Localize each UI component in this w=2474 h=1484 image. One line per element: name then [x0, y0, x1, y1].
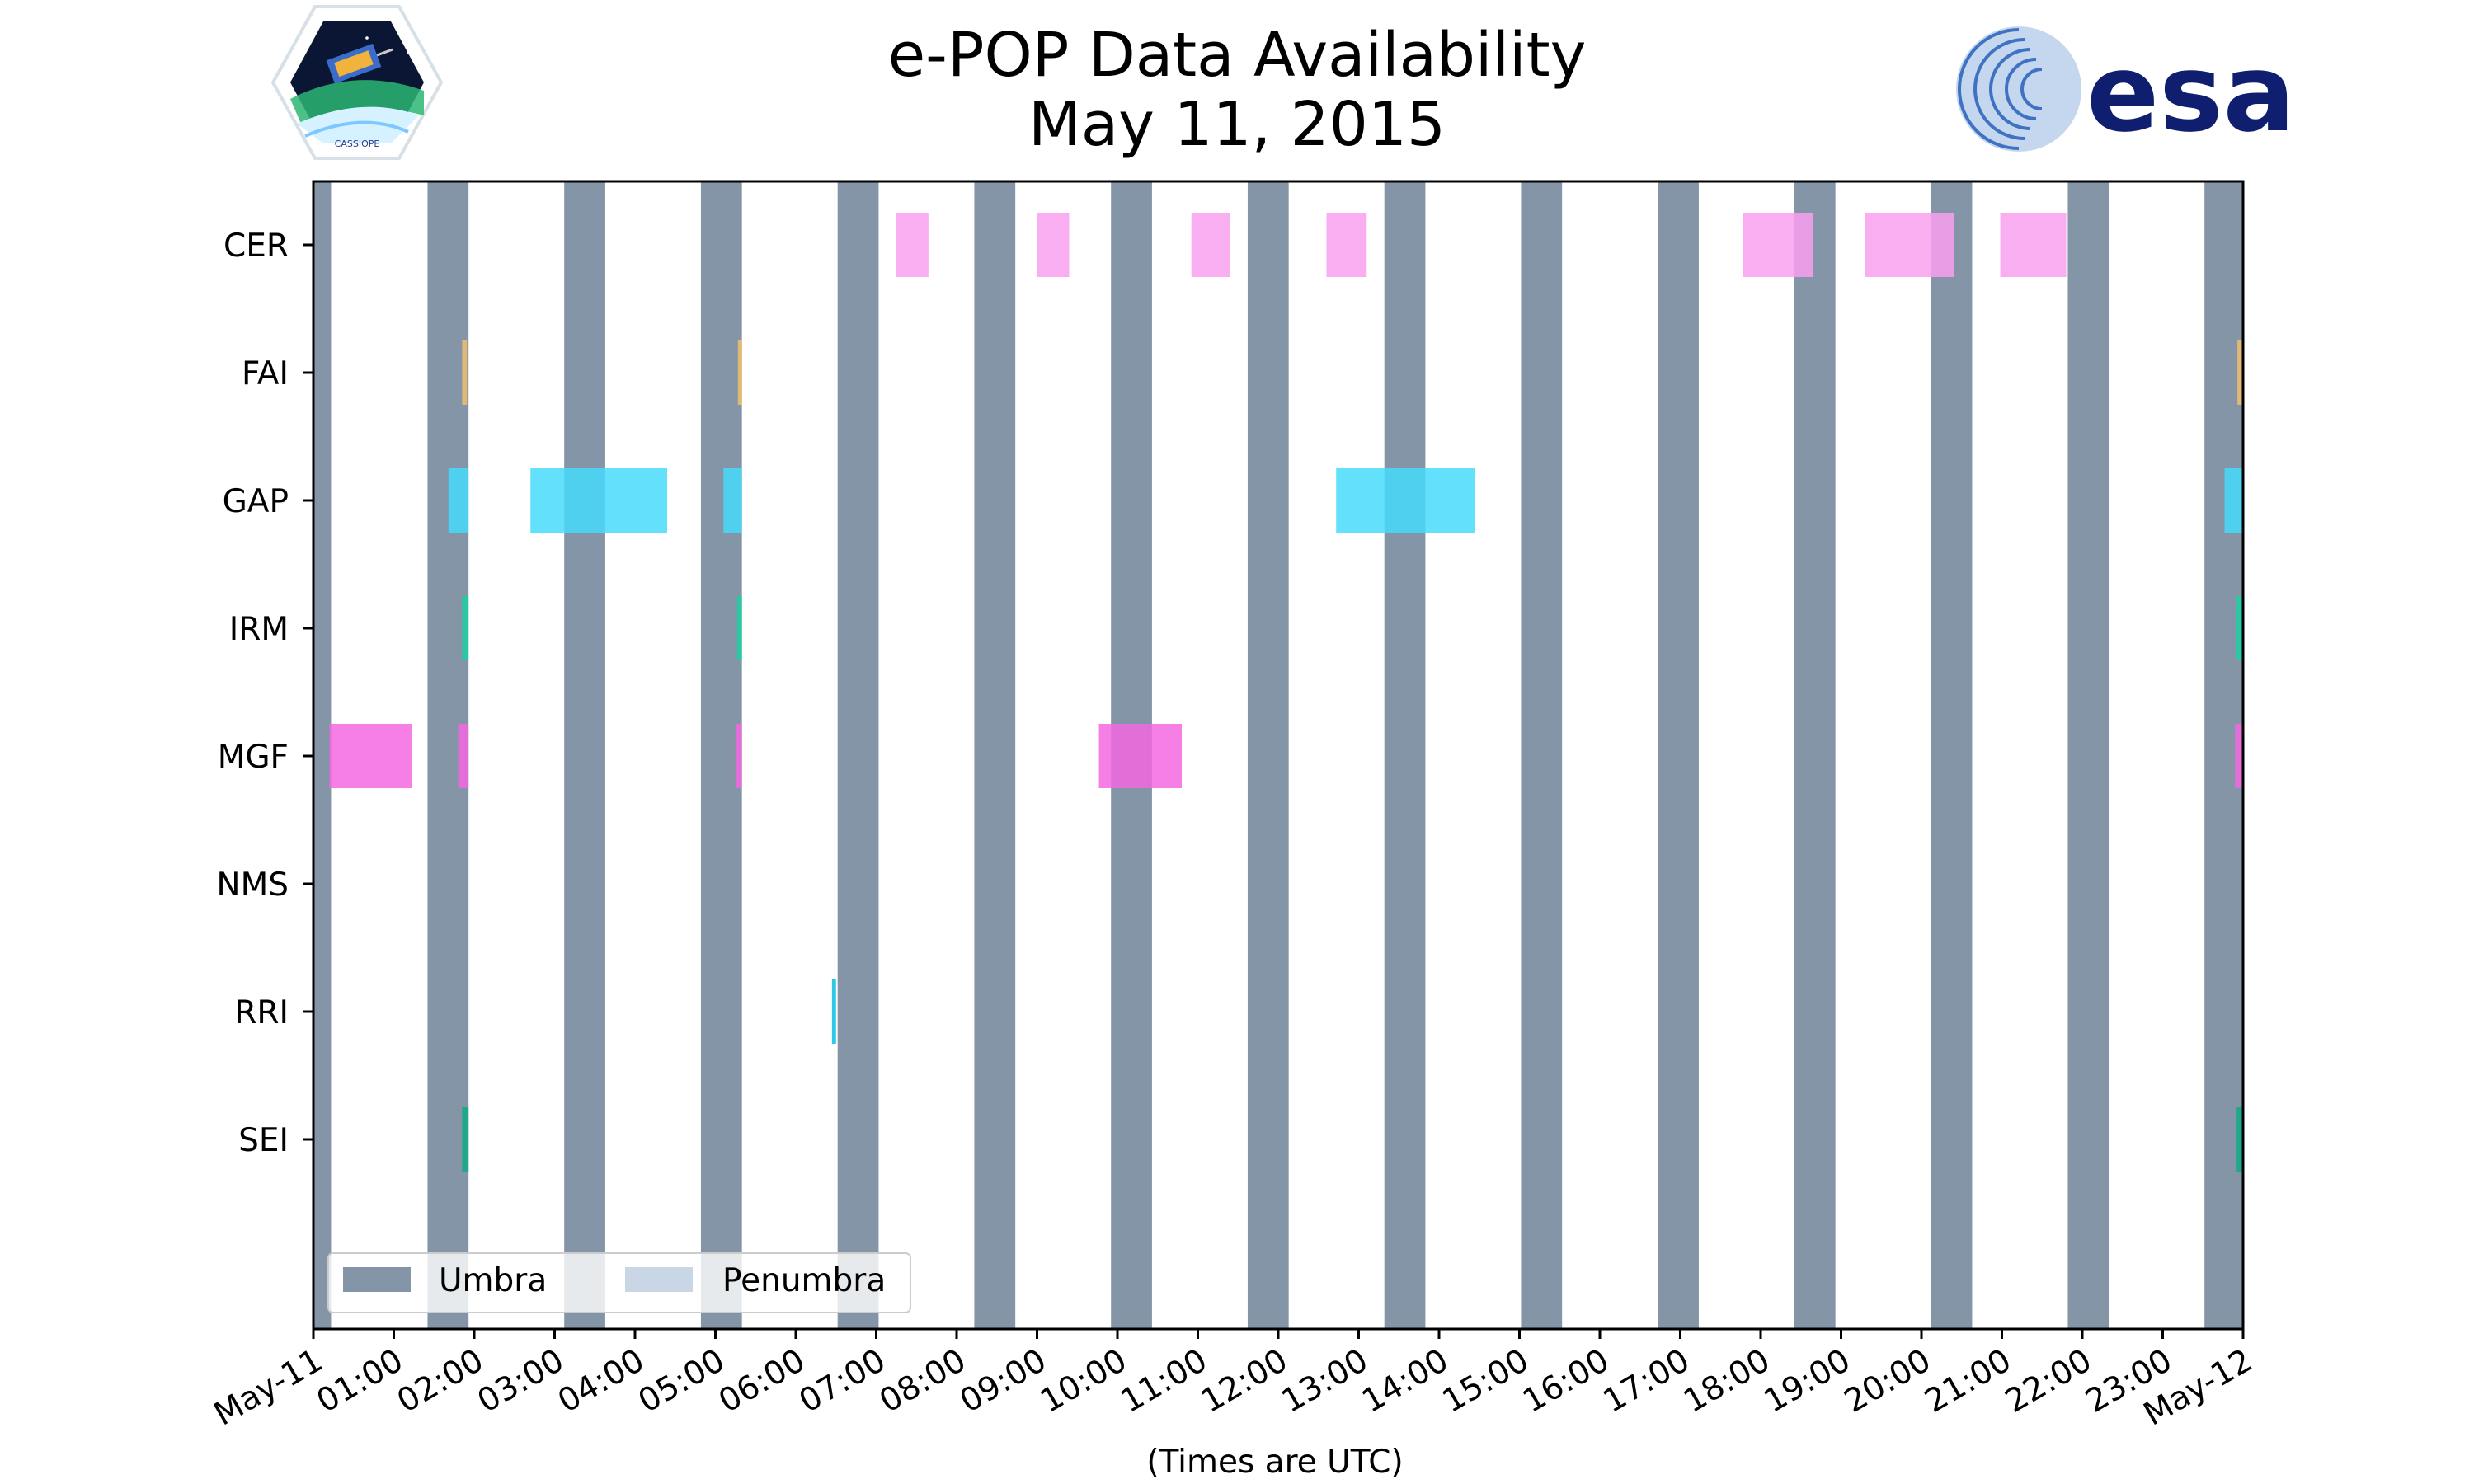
- umbra-band-3: [700, 181, 742, 1329]
- bar-fai-0: [462, 340, 468, 405]
- y-tick-label-mgf: MGF: [218, 739, 289, 776]
- bar-sei-0: [462, 1107, 469, 1172]
- x-tick-label-17: 17:00: [1597, 1342, 1696, 1421]
- legend: Umbra Penumbra: [327, 1252, 911, 1313]
- chart-title-line2: May 11, 2015: [1028, 89, 1446, 160]
- umbra-band-13: [2067, 181, 2109, 1329]
- bar-mgf-3: [1098, 724, 1182, 788]
- bar-irm-0: [462, 596, 469, 660]
- x-axis-label: (Times are UTC): [1146, 1444, 1403, 1481]
- bar-gap-4: [2224, 468, 2243, 533]
- x-tick-label-10: 10:00: [1034, 1342, 1133, 1421]
- legend-swatch-penumbra: [625, 1267, 693, 1292]
- bar-rri-0: [831, 979, 836, 1044]
- bar-cer-4: [1743, 213, 1813, 277]
- x-tick-label-7: 07:00: [793, 1342, 892, 1421]
- cassiope-logo-text: CASSIOPE: [335, 139, 380, 149]
- bar-fai-2: [2237, 340, 2243, 405]
- x-tick-label-8: 08:00: [873, 1342, 972, 1421]
- y-tick-label-nms: NMS: [216, 866, 289, 904]
- umbra-band-7: [1247, 181, 1289, 1329]
- legend-label-penumbra: Penumbra: [722, 1262, 886, 1299]
- x-tick-label-11: 11:00: [1115, 1342, 1214, 1421]
- bar-gap-0: [448, 468, 469, 533]
- bar-cer-0: [896, 213, 929, 277]
- y-tick-label-sei: SEI: [238, 1122, 289, 1159]
- umbra-band-2: [564, 181, 605, 1329]
- y-tick-label-irm: IRM: [229, 611, 289, 648]
- bar-cer-6: [2000, 213, 2067, 277]
- umbra-band-4: [837, 181, 879, 1329]
- bar-cer-5: [1865, 213, 1954, 277]
- bar-fai-1: [737, 340, 742, 405]
- umbra-band-10: [1658, 181, 1699, 1329]
- x-tick-label-5: 05:00: [633, 1342, 731, 1421]
- umbra-band-12: [1931, 181, 1973, 1329]
- x-tick-label-12: 12:00: [1195, 1342, 1294, 1421]
- umbra-layer: [313, 181, 2243, 1329]
- umbra-band-0: [313, 181, 332, 1329]
- bar-sei-1: [2236, 1107, 2243, 1172]
- y-tick-label-fai: FAI: [242, 355, 289, 392]
- x-tick-label-4: 04:00: [552, 1342, 651, 1421]
- bar-irm-2: [2236, 596, 2243, 660]
- x-tick-label-6: 06:00: [713, 1342, 811, 1421]
- x-tick-label-1: 01:00: [311, 1342, 410, 1421]
- esa-logo-text: esa: [2086, 31, 2295, 156]
- x-tick-label-19: 19:00: [1758, 1342, 1857, 1421]
- cassiope-logo: CASSIOPE: [270, 5, 444, 160]
- x-tick-label-13: 13:00: [1276, 1342, 1375, 1421]
- y-axis: CER FAI GAP IRM MGF NMS RRI SEI: [216, 228, 313, 1159]
- plot-area: CER FAI GAP IRM MGF NMS RRI SEI May-1101:0002:0…: [208, 180, 2259, 1433]
- x-tick-label-3: 03:00: [472, 1342, 571, 1421]
- bar-cer-3: [1326, 213, 1367, 277]
- esa-logo: esa: [1956, 26, 2295, 156]
- bar-gap-2: [723, 468, 742, 533]
- bar-gap-3: [1336, 468, 1475, 533]
- bar-cer-2: [1191, 213, 1230, 277]
- y-tick-label-gap: GAP: [223, 483, 289, 520]
- bar-mgf-1: [458, 724, 469, 788]
- legend-swatch-umbra: [343, 1267, 411, 1292]
- y-tick-label-cer: CER: [223, 228, 289, 265]
- umbra-band-11: [1794, 181, 1836, 1329]
- umbra-band-8: [1384, 181, 1426, 1329]
- legend-box: [327, 1252, 911, 1313]
- y-tick-label-rri: RRI: [234, 994, 289, 1031]
- legend-label-umbra: Umbra: [439, 1262, 547, 1299]
- bar-irm-1: [736, 596, 742, 660]
- x-tick-label-22: 22:00: [1999, 1342, 2098, 1421]
- x-tick-label-18: 18:00: [1677, 1342, 1776, 1421]
- x-tick-label-9: 09:00: [954, 1342, 1053, 1421]
- x-tick-label-20: 20:00: [1838, 1342, 1937, 1421]
- x-tick-label-2: 02:00: [391, 1342, 490, 1421]
- x-axis: May-1101:0002:0003:0004:0005:0006:0007:0…: [208, 1329, 2259, 1433]
- umbra-band-9: [1521, 181, 1563, 1329]
- x-tick-label-15: 15:00: [1437, 1342, 1536, 1421]
- x-tick-label-16: 16:00: [1517, 1342, 1616, 1421]
- bar-cer-1: [1037, 213, 1070, 277]
- bar-gap-1: [530, 468, 667, 533]
- umbra-band-5: [974, 181, 1016, 1329]
- chart-title-line1: e-POP Data Availability: [888, 20, 1587, 91]
- instrument-bars: [329, 213, 2243, 1172]
- x-tick-label-14: 14:00: [1356, 1342, 1455, 1421]
- x-tick-label-21: 21:00: [1919, 1342, 2018, 1421]
- bar-mgf-2: [735, 724, 742, 788]
- bar-mgf-0: [329, 724, 412, 788]
- bar-mgf-4: [2235, 724, 2243, 788]
